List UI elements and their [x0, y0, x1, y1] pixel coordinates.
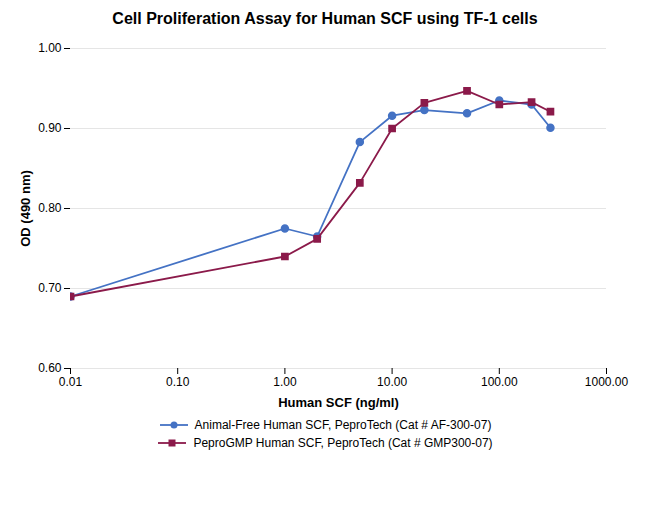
svg-text:1.00: 1.00: [38, 41, 62, 55]
svg-text:1000.00: 1000.00: [585, 375, 629, 389]
svg-text:100.00: 100.00: [481, 375, 518, 389]
html-text:Cell Proliferation Assay for H: Cell Proliferation Assay for Human SCF u…: [112, 10, 538, 27]
html-text:PeproGMP Human SCF, PeproTech: PeproGMP Human SCF, PeproTech (Cat # GMP…: [193, 436, 493, 450]
svg-text:10.00: 10.00: [377, 375, 407, 389]
svg-text:1.00: 1.00: [273, 375, 297, 389]
svg-text:0.70: 0.70: [38, 281, 62, 295]
svg-text:Human SCF (ng/ml): Human SCF (ng/ml): [278, 395, 399, 410]
svg-text:0.90: 0.90: [38, 121, 62, 135]
svg-text:0.60: 0.60: [38, 361, 62, 375]
svg-text:0.80: 0.80: [38, 201, 62, 215]
svg-text:0.10: 0.10: [166, 375, 190, 389]
html-text:Animal-Free Human SCF, PeproTe: Animal-Free Human SCF, PeproTech (Cat # …: [194, 418, 492, 432]
svg-text:OD (490 nm): OD (490 nm): [18, 170, 33, 247]
svg-text:0.01: 0.01: [59, 375, 83, 389]
